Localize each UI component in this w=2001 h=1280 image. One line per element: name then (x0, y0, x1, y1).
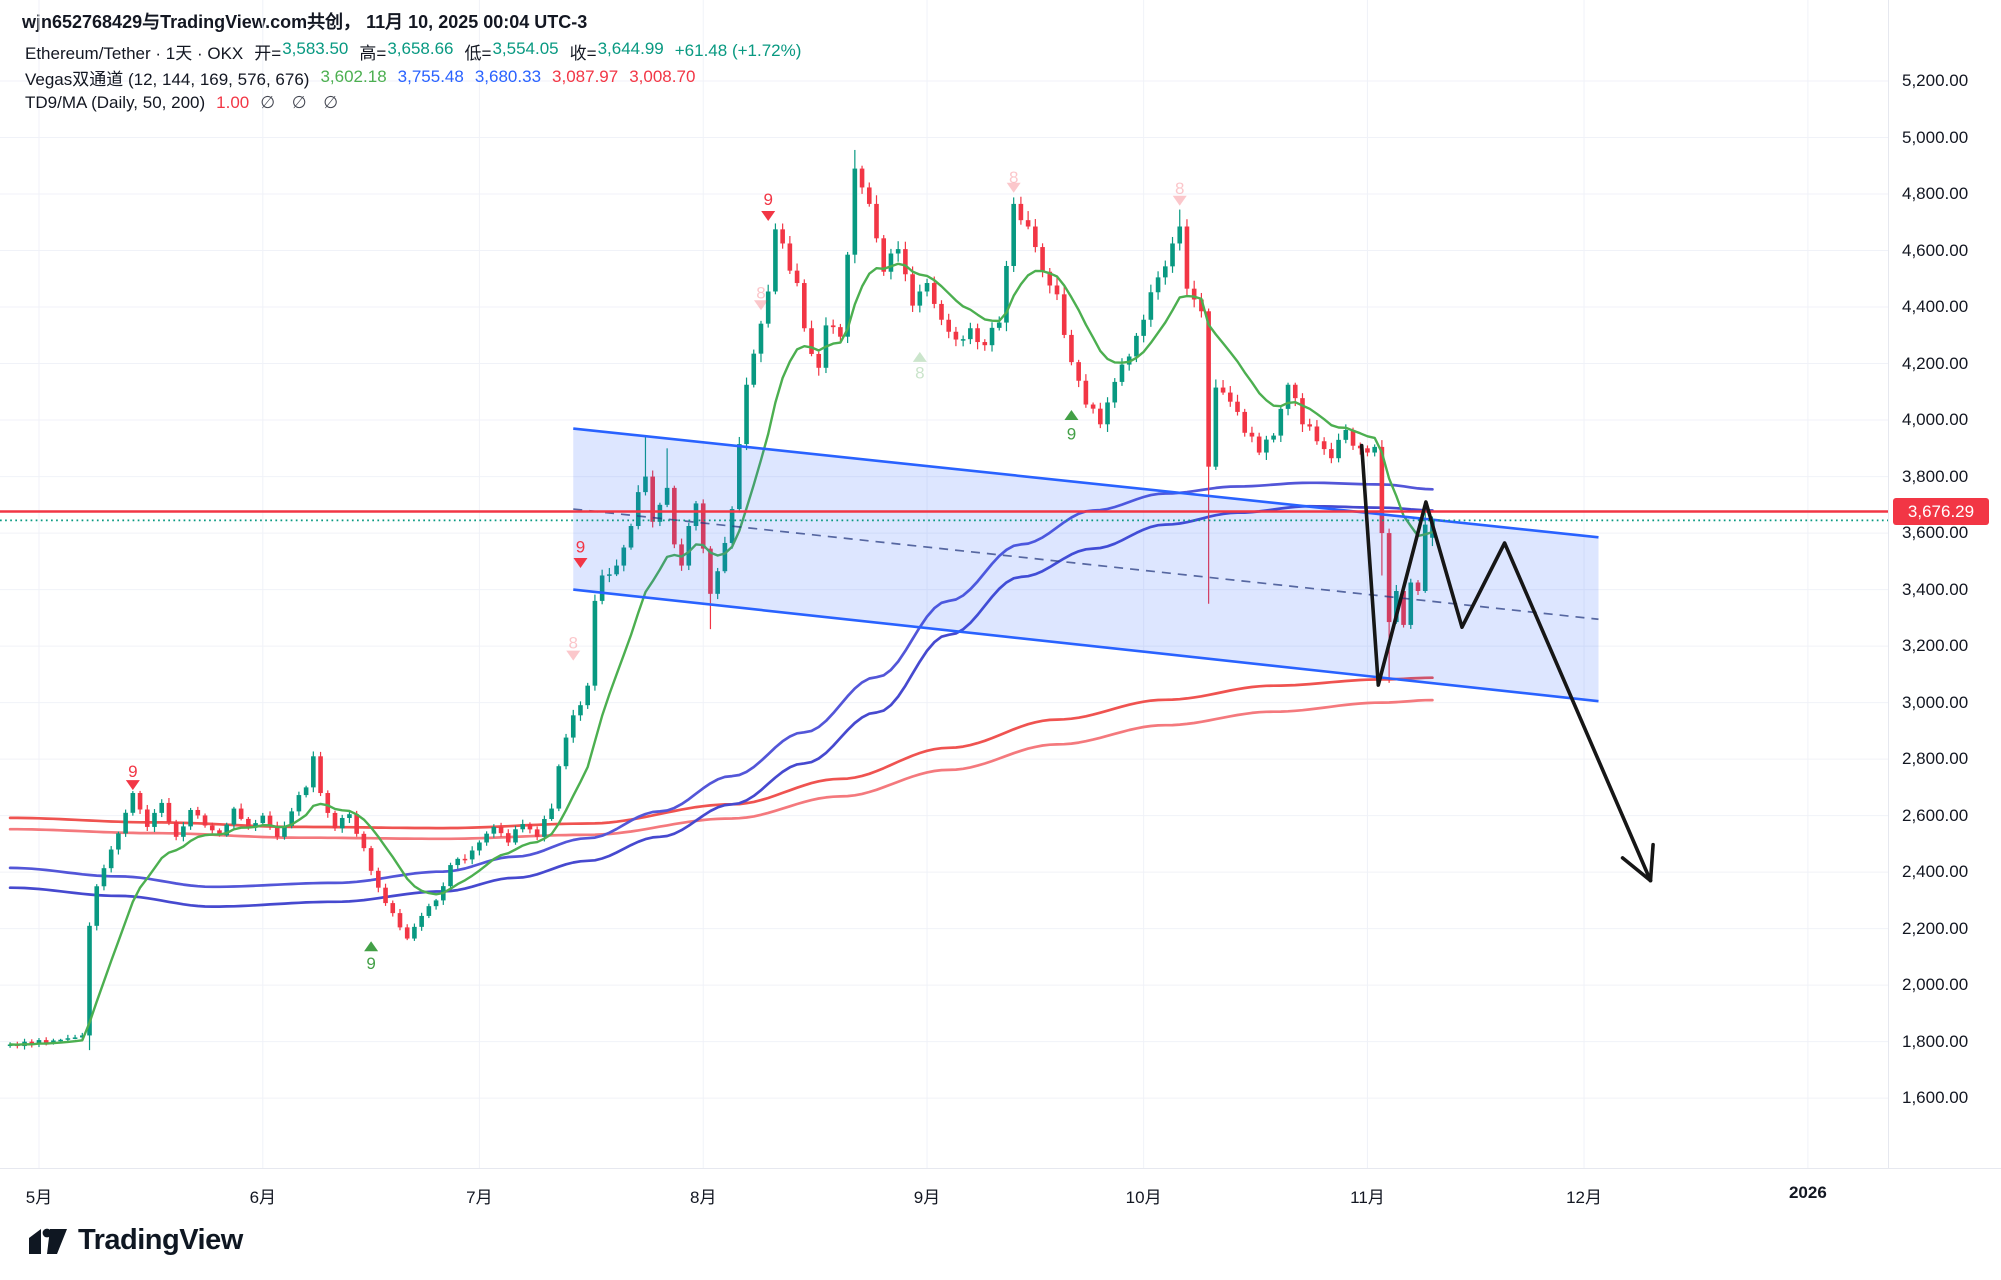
td9-triangle-down (753, 300, 768, 311)
price-tick-label: 3,400.00 (1902, 579, 1969, 599)
td9-value: 1.00 (216, 93, 250, 112)
time-tick-label: 10月 (1125, 1188, 1162, 1207)
td9-count-label: 9 (366, 954, 375, 973)
legend-td9-row[interactable]: TD9/MA (Daily, 50, 200) 1.00 ∅ ∅ ∅ (25, 90, 801, 116)
td9-count-label: 8 (1009, 168, 1018, 187)
vegas-indicator-name: Vegas双通道 (12, 144, 169, 576, 676) (25, 69, 310, 89)
price-tick-label: 2,800.00 (1902, 749, 1969, 769)
chart-pane[interactable]: 8 8 8 8 8 9 9 9 9 9 (0, 0, 1888, 1168)
td9-count-label: 9 (576, 538, 585, 557)
parallel-channel (573, 427, 1599, 703)
price-tick-label: 4,600.00 (1902, 240, 1969, 260)
price-scale[interactable]: 3,676.29 1,600.00 1,800.00 2,000.00 2,200.0… (1888, 0, 2001, 1168)
time-tick-label: 12月 (1566, 1188, 1603, 1207)
price-tick-label: 4,000.00 (1902, 410, 1969, 430)
td9-count-label: 9 (1067, 425, 1076, 444)
price-tick-label: 4,800.00 (1902, 184, 1969, 204)
grid-lines (0, 0, 1888, 1168)
time-tick-label: 11月 (1350, 1188, 1385, 1207)
tradingview-logo[interactable]: TradingView (28, 1224, 243, 1257)
change-value: +61.48 (+1.72%) (674, 41, 802, 60)
legend-symbol-row[interactable]: Ethereum/Tether · 1天 · OKX 开= 3,583.50 高=… (25, 38, 801, 64)
td9-markers: 8 8 8 8 8 9 9 9 9 9 (125, 168, 1187, 973)
time-scale[interactable]: 5月 6月 7月 8月 9月 10月 11月 12月 2026 (0, 1168, 2001, 1217)
td9-triangle-down (566, 650, 581, 661)
td9-count-label: 9 (763, 190, 772, 209)
time-tick-label: 8月 (689, 1188, 717, 1207)
tradingview-logo-icon (29, 1228, 67, 1254)
price-tick-label: 3,200.00 (1902, 636, 1969, 656)
td9-triangle-up (1064, 410, 1079, 421)
td9-triangle-down (1172, 195, 1187, 206)
price-tick-label: 4,400.00 (1902, 297, 1969, 317)
price-lines (0, 510, 1888, 522)
td9-count-label: 9 (128, 762, 137, 781)
candles (7, 149, 1435, 1051)
price-tick-label: 1,800.00 (1902, 1031, 1969, 1051)
td9-triangle-up (912, 351, 927, 362)
page-title: wjn652768429与TradingView.com共创， 11月 10, … (22, 12, 588, 32)
price-tick-label: 2,400.00 (1902, 862, 1969, 882)
last-price-label: 3,676.29 (1893, 498, 1989, 526)
price-tick-label: 2,600.00 (1902, 805, 1969, 825)
time-tick-label: 7月 (466, 1188, 493, 1207)
price-tick-label: 3,600.00 (1902, 523, 1969, 543)
ema12-line (8, 262, 1434, 1046)
price-tick-label: 1,600.00 (1902, 1088, 1969, 1108)
price-tick-label: 3,800.00 (1902, 466, 1969, 486)
vegas-ema169-value: 3,680.33 (474, 67, 542, 86)
time-tick-label: 6月 (249, 1188, 277, 1207)
td9-triangle-up (364, 941, 379, 952)
td9-count-label: 8 (915, 364, 924, 383)
ohlc-high: 高= 3,658.66 (359, 38, 454, 63)
td9-triangle-down (761, 211, 776, 222)
price-tick-label: 2,000.00 (1902, 975, 1969, 995)
candlestick-chart[interactable]: 8 8 8 8 8 9 9 9 9 9 (0, 0, 1888, 1168)
td9-indicator-name: TD9/MA (Daily, 50, 200) (25, 93, 206, 112)
price-tick-label: 4,200.00 (1902, 353, 1969, 373)
price-tick-label: 2,200.00 (1902, 918, 1969, 938)
vegas-ema676-value: 3,008.70 (629, 67, 696, 86)
chart-legend: Ethereum/Tether · 1天 · OKX 开= 3,583.50 高=… (25, 38, 801, 116)
price-tick-label: 5,000.00 (1902, 127, 1969, 147)
ohlc-open: 开= 3,583.50 (254, 38, 349, 63)
td9-null-values: ∅ ∅ ∅ (260, 93, 345, 112)
tradingview-logo-text: TradingView (78, 1224, 243, 1256)
td9-triangle-down (125, 780, 140, 791)
vegas-ema12-value: 3,602.18 (320, 67, 387, 86)
vegas-ema576-value: 3,087.97 (552, 67, 619, 86)
symbol-name: Ethereum/Tether · 1天 · OKX (25, 43, 244, 63)
td9-count-label: 8 (569, 634, 578, 653)
legend-vegas-row[interactable]: Vegas双通道 (12, 144, 169, 576, 676) 3,602.… (25, 64, 801, 90)
td9-count-label: 8 (1175, 179, 1184, 198)
price-tick-label: 5,200.00 (1902, 71, 1969, 90)
projection-arrow (1359, 443, 1655, 883)
ohlc-low: 低= 3,554.05 (464, 38, 559, 63)
price-tick-label: 3,000.00 (1902, 692, 1969, 712)
td9-triangle-down (1006, 182, 1021, 193)
td9-triangle-down (573, 557, 588, 568)
ohlc-close: 收= 3,644.99 (569, 38, 664, 63)
vegas-ema144-value: 3,755.48 (397, 67, 464, 86)
time-tick-label: 9月 (913, 1188, 941, 1207)
time-tick-label: 5月 (25, 1188, 53, 1207)
time-tick-label: 2026 (1788, 1183, 1827, 1202)
td9-count-label: 8 (756, 283, 765, 302)
